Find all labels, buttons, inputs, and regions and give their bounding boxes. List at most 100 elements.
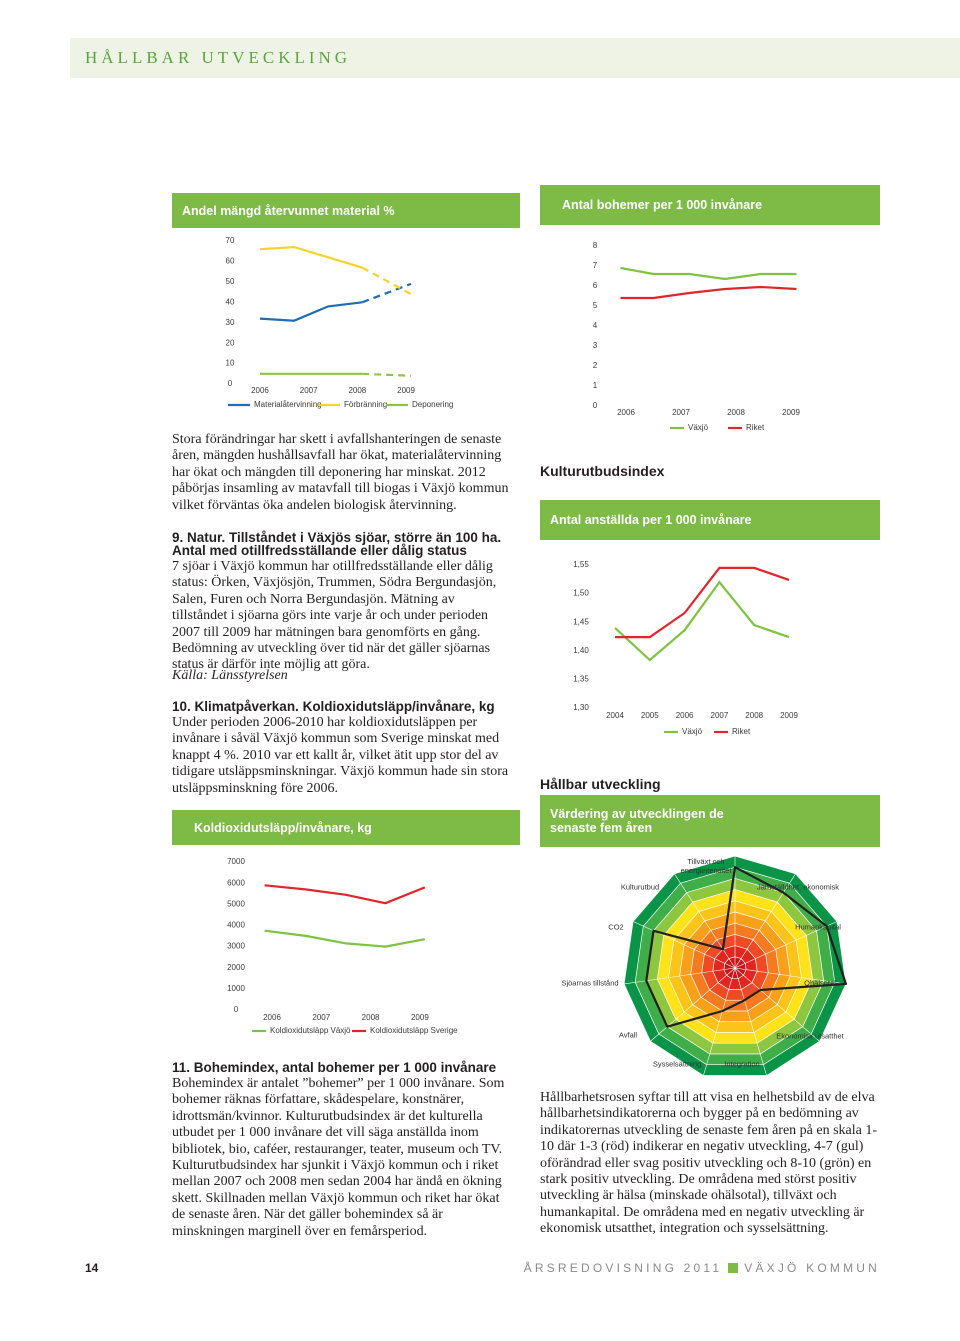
x-tick-label: 2004	[606, 711, 624, 720]
y-tick-label: 70	[226, 236, 235, 245]
y-tick-label: 7	[593, 261, 598, 270]
series-line	[264, 929, 426, 948]
chart-title: Antal bohemer per 1 000 invånare	[540, 185, 880, 225]
series-line	[361, 282, 412, 304]
source: Källa: Länsstyrelsen	[172, 668, 288, 683]
series-line	[614, 580, 790, 662]
chart-title: Värdering av utvecklingen de senaste fem…	[540, 795, 880, 847]
rose-label: Humankapital	[795, 922, 841, 932]
x-tick-label: 2008	[727, 408, 745, 417]
x-tick-label: 2007	[300, 386, 318, 395]
x-tick-label: 2007	[672, 408, 690, 417]
series-line	[259, 301, 363, 322]
legend-label: Växjö	[682, 727, 703, 736]
rose-label: Ohälsotal	[804, 978, 836, 988]
paragraph: Under perioden 2006-2010 har koldioxidut…	[172, 715, 509, 796]
x-tick-label: 2009	[782, 408, 800, 417]
organization: VÄXJÖ KOMMUN	[744, 1261, 880, 1275]
publication: ÅRSREDOVISNING 2011	[523, 1261, 723, 1275]
x-tick-label: 2006	[676, 711, 694, 720]
x-tick-label: 2006	[251, 386, 269, 395]
rose-label: Kulturutbud	[620, 882, 660, 892]
y-tick-label: 60	[226, 257, 235, 266]
x-tick-label: 2008	[348, 386, 366, 395]
x-tick-label: 2005	[641, 711, 659, 720]
y-tick-label: 3000	[227, 942, 245, 951]
heading: 11. Bohemindex, antal bohemer per 1 000 …	[172, 1060, 497, 1075]
x-tick-label: 2007	[711, 711, 729, 720]
series-line	[620, 285, 797, 300]
y-tick-label: 4	[593, 321, 598, 330]
heading: 9. Natur. Tillståndet i Växjös sjöar, st…	[172, 530, 502, 545]
x-tick-label: 2008	[745, 711, 763, 720]
rose-spoke	[734, 967, 846, 985]
x-tick-label: 2008	[362, 1013, 380, 1022]
y-tick-label: 6000	[227, 878, 245, 887]
rose-label: Integration	[724, 1059, 760, 1069]
chart-title: Antal anställda per 1 000 invånare	[540, 500, 880, 540]
y-tick-label: 50	[226, 277, 235, 286]
chart-title: Andel mängd återvunnet material %	[172, 193, 520, 228]
rose-spoke	[734, 967, 767, 1076]
legend-label: Förbränning	[344, 400, 387, 409]
y-tick-label: 0	[593, 401, 598, 410]
footer: ÅRSREDOVISNING 2011 VÄXJÖ KOMMUN	[524, 1261, 880, 1275]
y-tick-label: 2000	[227, 963, 245, 972]
x-tick-label: 2009	[780, 711, 798, 720]
rose-label: Avfall	[618, 1030, 638, 1040]
y-tick-label: 8	[593, 241, 598, 250]
rose-label: Sjöarnas tillstånd	[561, 978, 619, 988]
series-line	[615, 566, 790, 639]
rose-spoke	[734, 921, 838, 969]
header-title: HÅLLBAR UTVECKLING	[85, 48, 352, 67]
y-tick-label: 5000	[227, 899, 245, 908]
rose-line	[645, 866, 847, 1028]
rose-spoke	[703, 967, 736, 1076]
y-tick-label: 1,40	[573, 646, 589, 655]
y-tick-label: 20	[226, 338, 235, 347]
y-tick-label: 2	[593, 361, 598, 370]
header-band	[70, 38, 960, 78]
x-tick-label: 2006	[263, 1013, 281, 1022]
rose-label: Jämställdhet, ekonomisk	[756, 882, 840, 892]
paragraph: Bohemindex är antalet ”bohemer” per 1 00…	[172, 1076, 505, 1239]
series-line	[620, 266, 797, 281]
legend-label: Deponering	[412, 400, 453, 409]
x-tick-label: 2009	[397, 386, 415, 395]
y-tick-label: 4000	[227, 921, 245, 930]
legend-label: Koldioxidutsläpp Sverige	[370, 1026, 458, 1035]
y-tick-label: 1,50	[573, 589, 589, 598]
rose-spoke	[674, 873, 736, 969]
y-tick-label: 0	[234, 1005, 239, 1014]
paragraph: Hållbarhetsrosen syftar till att visa en…	[540, 1090, 878, 1237]
legend-label: Riket	[746, 423, 765, 432]
y-tick-label: 3	[593, 341, 598, 350]
legend-label: Koldioxidutsläpp Växjö	[270, 1026, 351, 1035]
series-line	[264, 884, 426, 905]
rose-spoke	[734, 873, 796, 969]
subheading: Antal med otillfredsställande eller dåli…	[172, 543, 467, 558]
y-tick-label: 6	[593, 281, 598, 290]
legend-label: Växjö	[688, 423, 709, 432]
series-line	[362, 372, 411, 377]
rose-label: Ekonomisk utsatthet	[776, 1031, 844, 1041]
page-number: 14	[85, 1261, 99, 1275]
chart-title: Koldioxidutsläpp/invånare, kg	[172, 810, 520, 845]
rose-spoke	[734, 967, 820, 1042]
y-tick-label: 1000	[227, 984, 245, 993]
y-tick-label: 10	[226, 359, 235, 368]
y-tick-label: 1	[593, 381, 598, 390]
x-tick-label: 2006	[617, 408, 635, 417]
rose-spoke	[632, 921, 736, 969]
section-heading: Kulturutbudsindex	[540, 463, 665, 479]
y-tick-label: 7000	[227, 857, 245, 866]
heading: 10. Klimatpåverkan. Koldioxidutsläpp/inv…	[172, 699, 495, 714]
rose-label: Tillväxt och energiintensitet	[680, 857, 732, 875]
paragraph: 7 sjöar i Växjö kommun har otillfredsstä…	[172, 559, 497, 673]
y-tick-label: 1,35	[573, 675, 589, 684]
y-tick-label: 1,45	[573, 617, 589, 626]
section-heading: Hållbar utveckling	[540, 776, 661, 792]
series-line	[259, 245, 363, 269]
rose-label: CO2	[608, 922, 624, 932]
